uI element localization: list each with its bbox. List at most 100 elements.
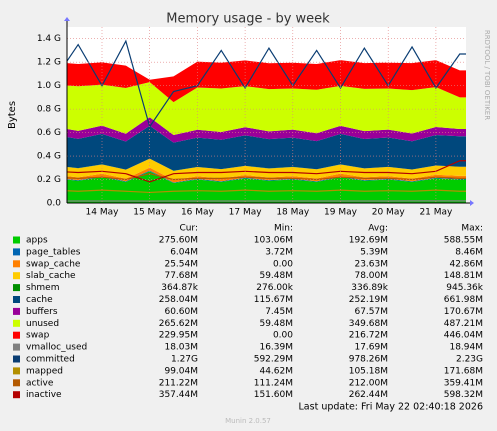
y-tick-label: 0.0 xyxy=(47,199,62,209)
legend-label: committed xyxy=(26,355,75,365)
x-tick-label: 19 May xyxy=(324,208,358,218)
legend-stat: 275.60M xyxy=(159,236,198,246)
x-tick-label: 14 May xyxy=(86,208,120,218)
legend-swatch xyxy=(13,284,20,292)
legend-stat: 211.22M xyxy=(159,378,198,388)
legend-stat: 212.00M xyxy=(349,378,388,388)
legend-stat: 44.62M xyxy=(259,366,293,376)
x-axis-arrow xyxy=(470,200,474,206)
legend-stat: 336.89k xyxy=(351,283,388,293)
legend-stat: 18.03M xyxy=(164,343,198,353)
legend-stat: 252.19M xyxy=(349,295,388,305)
legend-stat: 105.18M xyxy=(349,366,388,376)
x-tick-label: 16 May xyxy=(181,208,215,218)
legend-swatch xyxy=(13,260,20,268)
legend-stat: 151.60M xyxy=(254,390,293,400)
plot xyxy=(67,39,466,203)
legend-stat: 148.81M xyxy=(444,271,483,281)
legend-stat: 258.04M xyxy=(159,295,198,305)
legend-stat: 5.39M xyxy=(360,247,388,257)
line xyxy=(67,39,466,129)
area xyxy=(67,125,466,171)
legend-swatch xyxy=(13,367,20,375)
legend-label: apps xyxy=(26,236,48,246)
legend-stat: 661.98M xyxy=(444,295,483,305)
y-tick-label: 0.2 G xyxy=(37,175,61,185)
legend-swatch xyxy=(13,379,20,387)
legend-stat: 115.67M xyxy=(254,295,293,305)
legend-label: shmem xyxy=(26,283,59,293)
legend-stat: 229.95M xyxy=(159,331,198,341)
legend-swatch xyxy=(13,391,20,399)
line xyxy=(67,189,466,194)
legend-header: Avg: xyxy=(368,224,388,234)
legend-stat: 59.48M xyxy=(259,271,293,281)
y-tick-label: 0.8 G xyxy=(37,105,61,115)
legend-swatch xyxy=(13,331,20,339)
x-tick-label: 17 May xyxy=(229,208,263,218)
legend-stat: 99.04M xyxy=(164,366,198,376)
chart-title: Memory usage - by week xyxy=(166,12,330,27)
legend-stat: 262.44M xyxy=(349,390,388,400)
y-tick-label: 1.2 G xyxy=(37,58,61,68)
y-axis-arrow xyxy=(64,17,70,21)
legend-stat: 276.00k xyxy=(256,283,293,293)
legend-stat: 17.69M xyxy=(354,343,388,353)
legend-stat: 359.41M xyxy=(444,378,483,388)
legend-stat: 6.04M xyxy=(170,247,198,257)
legend-stat: 18.94M xyxy=(449,343,483,353)
area xyxy=(67,158,466,180)
legend-stat: 216.72M xyxy=(349,331,388,341)
legend: Cur: Min: Avg: Max: apps 275.60M 103.06M 192.69… xyxy=(13,224,484,400)
legend-stat: 2.23G xyxy=(456,355,483,365)
legend-label: page_tables xyxy=(26,247,81,257)
legend-label: vmalloc_used xyxy=(26,343,87,353)
legend-header: Cur: xyxy=(179,224,198,234)
legend-swatch xyxy=(13,296,20,303)
area xyxy=(67,171,466,203)
legend-stat: 23.63M xyxy=(354,259,388,269)
legend-label: active xyxy=(26,378,54,388)
legend-stat: 42.86M xyxy=(449,259,483,269)
legend-swatch xyxy=(13,319,20,327)
legend-label: unused xyxy=(26,319,59,329)
legend-stat: 446.04M xyxy=(444,331,483,341)
y-tick-label: 1.0 G xyxy=(37,81,61,91)
last-update: Last update: Fri May 22 02:40:18 2026 xyxy=(299,402,483,413)
legend-swatch xyxy=(13,272,20,280)
area xyxy=(67,82,466,136)
legend-stat: 364.87k xyxy=(161,283,198,293)
legend-label: slab_cache xyxy=(26,271,76,281)
legend-swatch xyxy=(13,236,20,244)
legend-stat: 171.68M xyxy=(444,366,483,376)
legend-stat: 1.27G xyxy=(171,355,198,365)
line xyxy=(67,160,466,183)
legend-stat: 59.48M xyxy=(259,319,293,329)
y-tick-label: 1.4 G xyxy=(37,34,61,44)
legend-stat: 0.00 xyxy=(273,331,293,341)
legend-stat: 592.29M xyxy=(254,355,293,365)
y-tick-label: 0.4 G xyxy=(37,152,61,162)
legend-stat: 598.32M xyxy=(444,390,483,400)
legend-stat: 60.60M xyxy=(164,307,198,317)
legend-stat: 192.69M xyxy=(349,236,388,246)
legend-swatch xyxy=(13,248,20,256)
legend-label: inactive xyxy=(26,390,62,400)
legend-label: mapped xyxy=(26,366,63,376)
legend-stat: 16.39M xyxy=(259,343,293,353)
legend-stat: 588.55M xyxy=(444,236,483,246)
y-axis-label: Bytes xyxy=(7,101,18,129)
legend-stat: 78.00M xyxy=(354,271,388,281)
legend-label: swap xyxy=(26,331,50,341)
legend-label: swap_cache xyxy=(26,259,81,269)
legend-label: buffers xyxy=(26,307,58,317)
x-tick-label: 21 May xyxy=(419,208,453,218)
legend-swatch xyxy=(13,343,20,351)
area xyxy=(67,60,466,103)
legend-stat: 103.06M xyxy=(254,236,293,246)
legend-stat: 978.26M xyxy=(349,355,388,365)
x-tick-label: 18 May xyxy=(276,208,310,218)
legend-swatch xyxy=(13,355,20,363)
legend-stat: 111.24M xyxy=(254,378,293,388)
